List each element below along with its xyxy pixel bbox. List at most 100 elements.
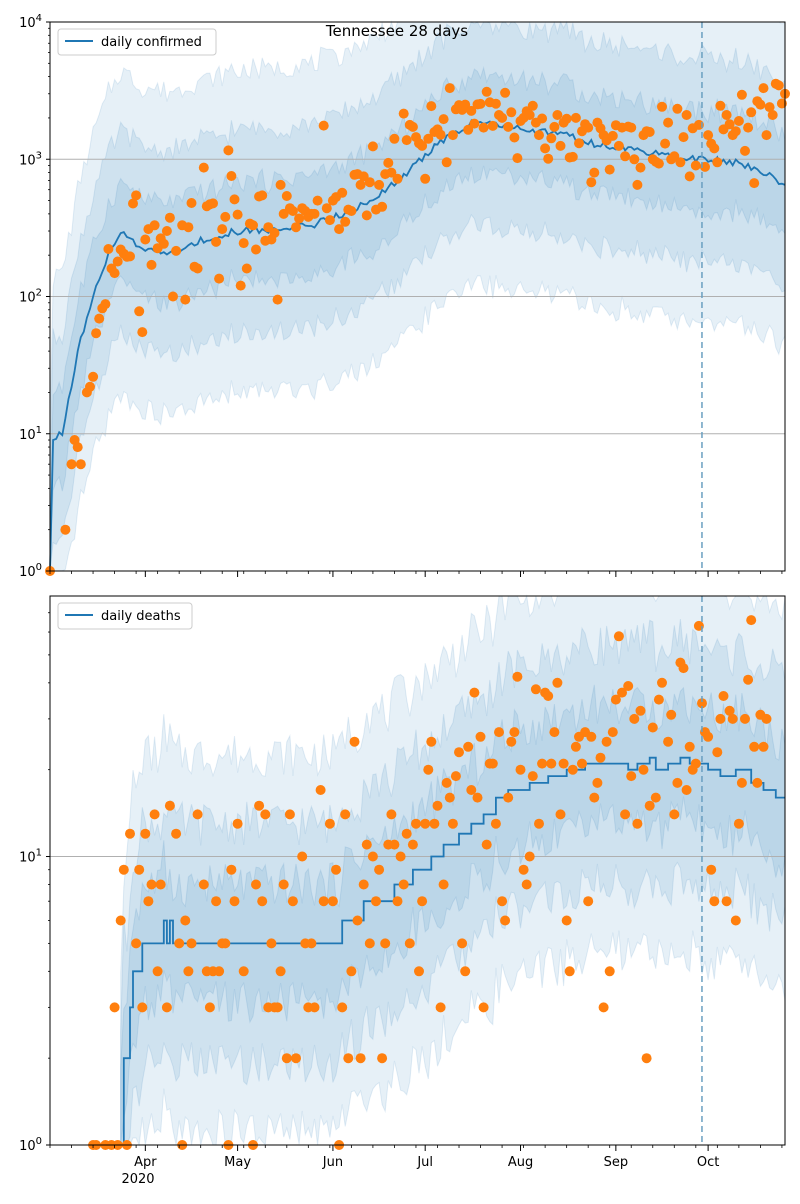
observed-point [275, 179, 286, 190]
observed-point [226, 171, 237, 181]
observed-point [226, 864, 237, 875]
x-tick-label: Jul [416, 1155, 433, 1170]
observed-point [487, 758, 498, 769]
observed-point [540, 143, 551, 154]
observed-point [450, 771, 461, 782]
observed-point [186, 938, 197, 949]
observed-point [441, 157, 452, 168]
deaths-uncertainty-bands [120, 594, 786, 1147]
observed-point [709, 896, 720, 907]
observed-point [506, 107, 517, 118]
observed-point [337, 1002, 348, 1013]
observed-point [389, 839, 400, 850]
deaths-legend: daily deaths [57, 602, 193, 630]
observed-point [374, 864, 385, 875]
observed-point [309, 208, 320, 219]
observed-point [128, 198, 138, 209]
observed-point [115, 915, 126, 926]
observed-point [100, 299, 111, 310]
observed-point [607, 130, 618, 141]
observed-point [103, 244, 114, 254]
observed-point [407, 839, 418, 850]
observed-point [469, 118, 480, 129]
observed-point [131, 938, 142, 949]
observed-point [281, 191, 292, 201]
observed-point [552, 677, 563, 688]
observed-point [380, 938, 391, 949]
observed-point [297, 851, 308, 862]
observed-point [309, 1002, 320, 1013]
observed-point [626, 122, 637, 133]
observed-point [583, 896, 594, 907]
observed-point [164, 800, 175, 811]
observed-point [377, 1053, 388, 1064]
observed-point [758, 741, 769, 752]
observed-point [174, 938, 185, 949]
deaths-x-axis: Apr May Jun Jul Aug Sep Oct [49, 1145, 783, 1170]
observed-point [632, 179, 643, 190]
observed-point [518, 864, 529, 875]
observed-point [669, 809, 680, 820]
observed-point [198, 879, 209, 890]
observed-point [650, 792, 661, 803]
observed-point [684, 741, 695, 752]
observed-point [318, 896, 329, 907]
observed-point [586, 177, 597, 188]
observed-point [478, 1002, 489, 1013]
observed-point [383, 157, 394, 168]
observed-point [364, 938, 375, 949]
observed-point [161, 1002, 172, 1013]
y-tick-label: 101 [19, 848, 42, 866]
observed-point [220, 211, 231, 222]
observed-point [690, 160, 701, 171]
observed-point [481, 86, 492, 97]
observed-point [506, 736, 517, 747]
observed-point [755, 99, 766, 110]
legend-label: daily confirmed [101, 35, 202, 50]
observed-point [192, 263, 203, 274]
x-tick-label: Oct [697, 1155, 719, 1170]
observed-point [324, 818, 335, 829]
observed-point [143, 896, 154, 907]
observed-point [401, 135, 412, 146]
observed-point [635, 162, 646, 173]
observed-point [60, 524, 71, 535]
observed-point [503, 121, 514, 132]
y-tick-label: 100 [19, 562, 42, 580]
observed-point [724, 119, 735, 130]
observed-point [423, 764, 434, 775]
observed-point [171, 245, 182, 256]
observed-point [534, 818, 544, 829]
observed-point [109, 1002, 120, 1013]
observed-point [586, 731, 597, 742]
observed-point [241, 263, 252, 274]
observed-point [475, 98, 486, 109]
observed-point [75, 459, 86, 470]
observed-point [460, 966, 471, 977]
observed-point [595, 752, 606, 763]
observed-point [457, 938, 468, 949]
deaths-observed-points [88, 615, 772, 1150]
observed-point [644, 127, 655, 137]
observed-point [635, 705, 646, 716]
observed-point [272, 294, 283, 305]
observed-point [158, 238, 169, 249]
observed-point [752, 777, 763, 788]
observed-point [192, 809, 203, 820]
observed-point [712, 157, 723, 168]
observed-point [524, 851, 535, 862]
observed-point [66, 459, 77, 470]
observed-point [211, 236, 222, 247]
observed-point [620, 809, 631, 820]
observed-point [149, 809, 160, 820]
observed-point [500, 915, 511, 926]
observed-point [672, 103, 683, 114]
observed-point [361, 839, 372, 850]
observed-point [601, 736, 612, 747]
observed-point [767, 110, 778, 120]
observed-point [168, 291, 178, 302]
y-tick-label: 103 [19, 150, 42, 168]
observed-point [438, 879, 449, 890]
deaths-plot-frame [49, 595, 786, 1146]
